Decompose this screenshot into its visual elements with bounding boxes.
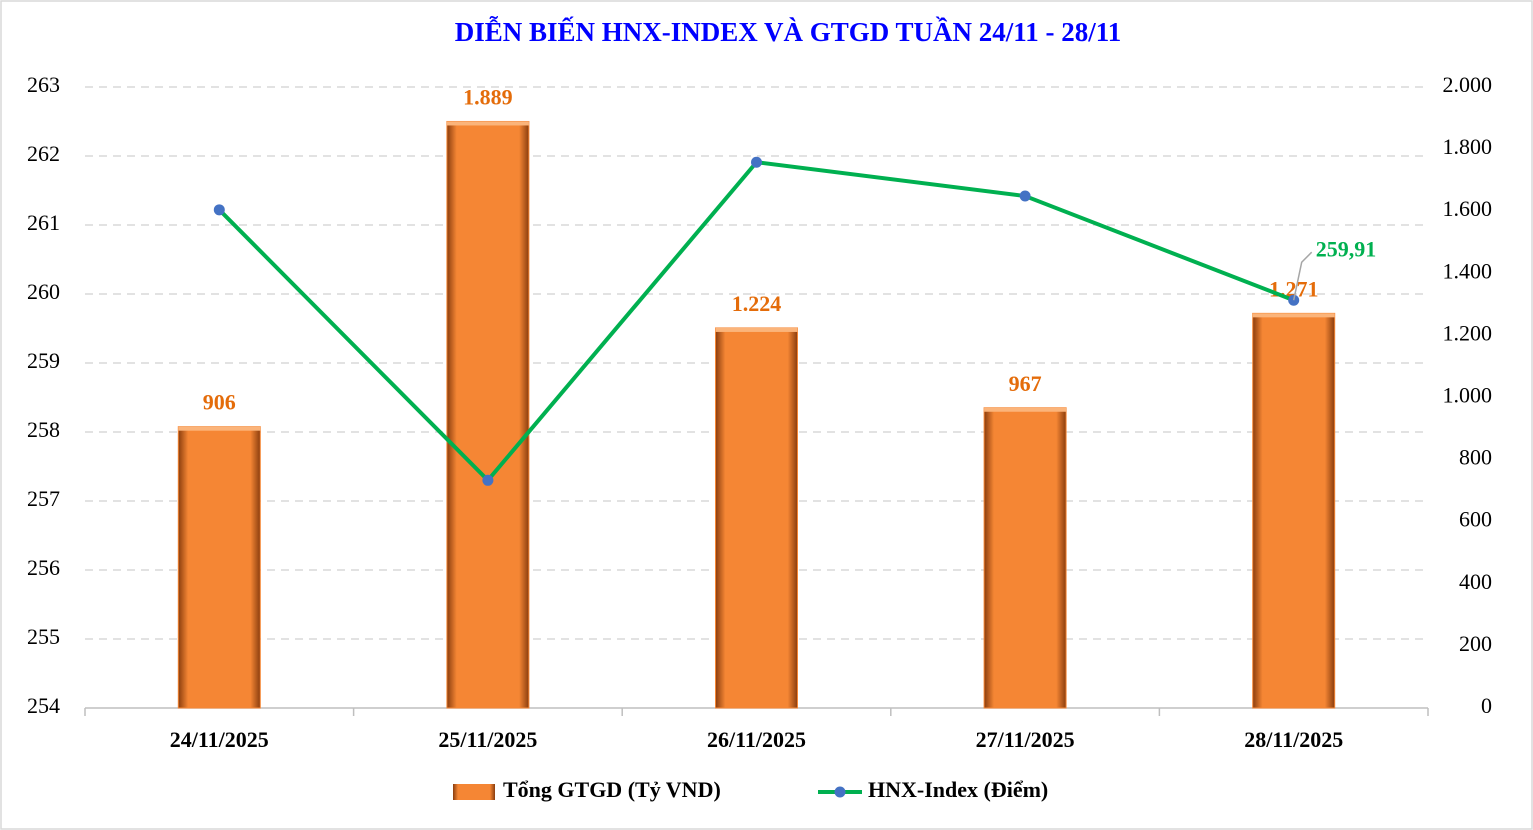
- chart-title: DIỄN BIẾN HNX-INDEX VÀ GTGD TUẦN 24/11 -…: [455, 16, 1122, 47]
- y-tick-label: 259: [27, 348, 60, 373]
- y-tick-label: 262: [27, 141, 60, 166]
- bar: [177, 426, 261, 709]
- bar: [1252, 312, 1336, 709]
- bar-top: [715, 327, 798, 332]
- y2-tick-label: 400: [1459, 569, 1492, 594]
- x-tick-label: 24/11/2025: [170, 727, 269, 752]
- y-tick-label: 257: [27, 486, 60, 511]
- legend-label: Tổng GTGD (Tỷ VND): [503, 777, 721, 802]
- line-marker: [482, 474, 494, 486]
- y2-tick-label: 1.200: [1443, 320, 1493, 345]
- bar-value-label: 967: [1009, 371, 1042, 396]
- bar-top: [984, 407, 1067, 412]
- x-tick-label: 27/11/2025: [976, 727, 1075, 752]
- bar-value-label: 906: [203, 390, 236, 415]
- y2-tick-label: 1.000: [1443, 383, 1493, 408]
- x-tick-label: 26/11/2025: [707, 727, 806, 752]
- y-tick-label: 258: [27, 417, 60, 442]
- line-marker: [751, 156, 762, 168]
- bar-top: [178, 426, 261, 431]
- bar-top: [1252, 313, 1335, 318]
- y2-tick-label: 200: [1459, 631, 1492, 656]
- y2-tick-label: 2.000: [1443, 72, 1493, 97]
- bar: [715, 327, 798, 709]
- y-tick-label: 260: [27, 279, 60, 304]
- bar-value-label: 1.224: [732, 291, 782, 316]
- y-tick-label: 256: [27, 555, 60, 580]
- line-marker: [213, 204, 225, 216]
- y-tick-label: 261: [27, 210, 60, 235]
- y2-tick-label: 600: [1459, 507, 1492, 532]
- y-tick-label: 255: [27, 624, 60, 649]
- x-tick-label: 28/11/2025: [1244, 727, 1343, 752]
- x-tick-label: 25/11/2025: [438, 727, 537, 752]
- bar: [983, 407, 1067, 709]
- y2-tick-label: 1.800: [1443, 134, 1493, 159]
- y-tick-label: 263: [27, 72, 60, 97]
- bar: [446, 120, 530, 709]
- y2-tick-label: 800: [1459, 445, 1492, 470]
- label-leader: [1292, 251, 1313, 301]
- y-tick-label: 254: [27, 693, 60, 718]
- y2-tick-label: 1.600: [1443, 196, 1493, 221]
- line-value-label: 259,91: [1316, 236, 1377, 261]
- line-marker: [1019, 190, 1031, 202]
- y2-tick-label: 1.400: [1443, 258, 1493, 283]
- y2-tick-label: 0: [1481, 693, 1492, 718]
- bar-top: [446, 121, 529, 126]
- legend-label: HNX-Index (Điểm): [868, 777, 1048, 802]
- legend-marker: [834, 786, 846, 798]
- bar-value-label: 1.889: [463, 85, 513, 110]
- legend-swatch: [453, 784, 495, 800]
